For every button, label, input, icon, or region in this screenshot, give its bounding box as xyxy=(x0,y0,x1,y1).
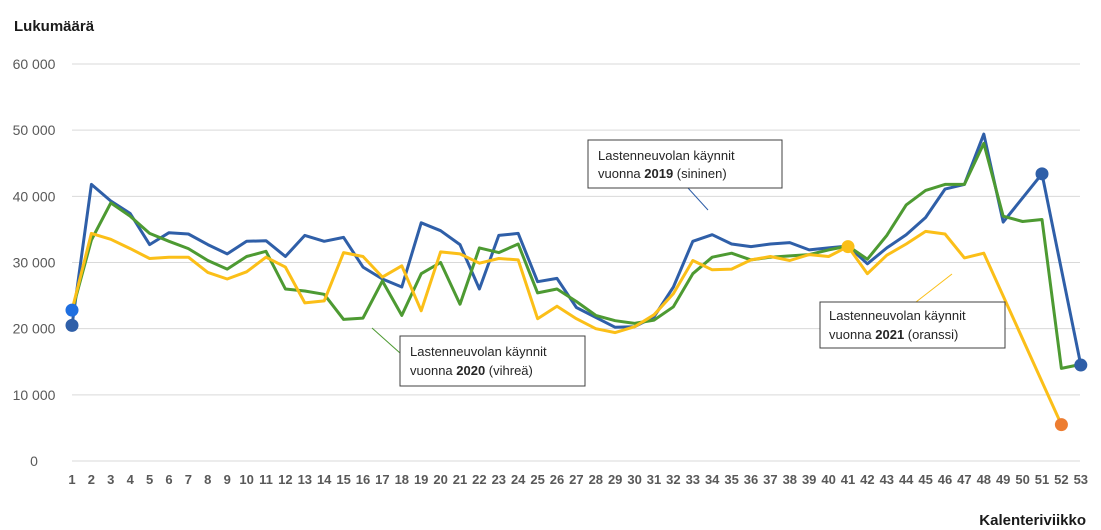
annotation-2019-line2: vuonna 2019 (sininen) xyxy=(598,166,727,181)
x-tick-label: 46 xyxy=(938,472,952,487)
x-axis-title: Kalenteriviikko xyxy=(979,512,1086,529)
x-tick-label: 32 xyxy=(666,472,680,487)
data-marker-2019 xyxy=(65,318,79,332)
x-tick-label: 9 xyxy=(224,472,231,487)
y-tick-label: 10 000 xyxy=(13,387,56,403)
annotation-2021: Lastenneuvolan käynnit vuonna 2021 (oran… xyxy=(819,301,1006,349)
x-tick-label: 23 xyxy=(492,472,506,487)
x-tick-label: 11 xyxy=(259,472,273,487)
annotation-2021-line1: Lastenneuvolan käynnit xyxy=(829,308,966,323)
data-marker-2019 xyxy=(1074,358,1088,372)
leader-line-2021 xyxy=(915,273,953,303)
x-tick-label: 51 xyxy=(1035,472,1049,487)
x-tick-label: 42 xyxy=(860,472,874,487)
data-marker-2021 xyxy=(1054,418,1068,432)
x-tick-label: 47 xyxy=(957,472,971,487)
y-tick-labels: 0 10 000 20 000 30 000 40 000 50 000 60 000 xyxy=(13,56,56,469)
annotation-box-2020 xyxy=(399,335,586,387)
x-tick-label: 41 xyxy=(841,472,855,487)
x-tick-label: 4 xyxy=(127,472,135,487)
x-tick-label: 38 xyxy=(783,472,797,487)
x-tick-label: 25 xyxy=(530,472,544,487)
leader-line-2019 xyxy=(687,187,709,211)
x-tick-label: 15 xyxy=(336,472,350,487)
x-tick-label: 27 xyxy=(569,472,583,487)
x-tick-label: 39 xyxy=(802,472,816,487)
x-tick-label: 44 xyxy=(899,472,914,487)
x-tick-labels: 1 2 3 4 5 6 7 8 9 10 11 12 13 14 15 16 17 18 19 20 21 22 23 24 2… xyxy=(68,472,1088,487)
y-tick-label: 20 000 xyxy=(13,321,56,337)
x-tick-label: 6 xyxy=(165,472,172,487)
annotation-2019: Lastenneuvolan käynnit vuonna 2019 (sini… xyxy=(587,139,783,189)
annotation-leader-lines xyxy=(371,187,953,354)
data-marker-2021 xyxy=(841,240,855,254)
x-tick-label: 8 xyxy=(204,472,211,487)
annotation-box-2021 xyxy=(819,301,1006,349)
x-tick-label: 45 xyxy=(918,472,932,487)
x-tick-label: 43 xyxy=(880,472,894,487)
x-tick-label: 21 xyxy=(453,472,467,487)
x-tick-label: 48 xyxy=(977,472,991,487)
x-tick-label: 49 xyxy=(996,472,1010,487)
x-tick-label: 52 xyxy=(1054,472,1068,487)
x-tick-label: 2 xyxy=(88,472,95,487)
y-tick-label: 50 000 xyxy=(13,122,56,138)
annotation-2021-line2: vuonna 2021 (oranssi) xyxy=(829,327,958,342)
x-tick-label: 30 xyxy=(627,472,641,487)
x-tick-label: 24 xyxy=(511,472,526,487)
x-tick-label: 36 xyxy=(744,472,758,487)
x-tick-label: 34 xyxy=(705,472,720,487)
x-tick-label: 18 xyxy=(395,472,409,487)
x-tick-label: 10 xyxy=(239,472,253,487)
data-marker-2021 xyxy=(65,303,79,317)
x-tick-label: 3 xyxy=(107,472,114,487)
x-tick-label: 35 xyxy=(724,472,738,487)
x-tick-label: 28 xyxy=(589,472,603,487)
x-tick-label: 40 xyxy=(821,472,835,487)
x-tick-label: 13 xyxy=(298,472,312,487)
x-tick-label: 5 xyxy=(146,472,153,487)
x-tick-label: 29 xyxy=(608,472,622,487)
series-line-2019 xyxy=(70,132,1083,366)
x-tick-label: 22 xyxy=(472,472,486,487)
data-marker-2019 xyxy=(1035,167,1049,181)
x-tick-label: 14 xyxy=(317,472,332,487)
x-tick-label: 16 xyxy=(356,472,370,487)
annotation-box-2019 xyxy=(587,139,783,189)
y-axis-title: Lukumäärä xyxy=(14,18,95,35)
x-tick-label: 1 xyxy=(68,472,75,487)
x-tick-label: 26 xyxy=(550,472,564,487)
annotation-2020-line1: Lastenneuvolan käynnit xyxy=(410,344,547,359)
x-tick-label: 50 xyxy=(1015,472,1029,487)
x-tick-label: 53 xyxy=(1074,472,1088,487)
y-tick-label: 0 xyxy=(30,453,38,469)
x-tick-label: 31 xyxy=(647,472,661,487)
y-tick-label: 30 000 xyxy=(13,255,56,271)
y-tick-label: 40 000 xyxy=(13,188,56,204)
x-tick-label: 33 xyxy=(686,472,700,487)
x-tick-label: 37 xyxy=(763,472,777,487)
grid-lines xyxy=(72,63,1080,462)
x-tick-label: 7 xyxy=(185,472,192,487)
x-tick-label: 19 xyxy=(414,472,428,487)
x-tick-label: 20 xyxy=(433,472,447,487)
annotation-2019-line1: Lastenneuvolan käynnit xyxy=(598,148,735,163)
series-markers xyxy=(65,167,1088,432)
annotation-2020-line2: vuonna 2020 (vihreä) xyxy=(410,363,533,378)
x-tick-label: 12 xyxy=(278,472,292,487)
x-tick-label: 17 xyxy=(375,472,389,487)
y-tick-label: 60 000 xyxy=(13,56,56,72)
annotation-2020: Lastenneuvolan käynnit vuonna 2020 (vihr… xyxy=(399,335,586,387)
series-line-2020 xyxy=(70,141,1082,370)
leader-line-2020 xyxy=(371,327,401,354)
